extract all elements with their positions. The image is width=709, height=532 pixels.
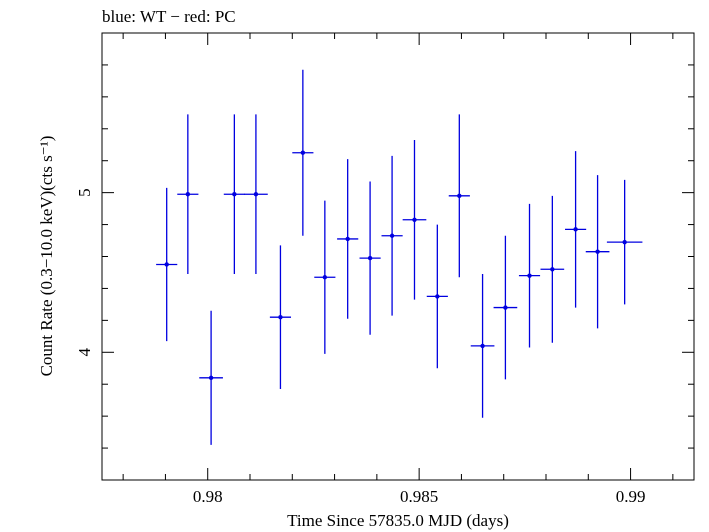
point-marker [322,275,328,280]
point-marker [622,239,627,245]
point-marker [300,150,306,155]
point-marker [527,273,532,278]
axis-tick-labels: 0.98 0.985 0.99 4 5 [75,188,645,506]
point-marker [185,192,191,197]
data-point [540,195,565,343]
data-point [199,310,223,445]
data-point [337,159,359,319]
y-tick-label: 4 [75,348,94,357]
y-tick-label: 5 [75,188,94,197]
point-marker [278,314,283,320]
data-point [493,235,518,380]
point-marker [232,192,237,197]
x-tick-label: 0.985 [400,487,438,506]
data-point [244,114,268,275]
point-marker [595,249,600,254]
chart-title: blue: WT − red: PC [102,7,236,26]
point-marker [253,192,259,197]
plot-frame [101,32,695,481]
data-point [359,181,381,335]
axis-ticks [102,32,694,481]
data-point [177,114,199,275]
x-axis-label: Time Since 57835.0 MJD (days) [287,511,509,530]
data-point [470,274,495,418]
data-point [381,155,403,316]
data-point [314,200,336,354]
point-marker [389,233,395,238]
data-point [565,151,587,308]
data-point [402,139,427,300]
point-marker [164,262,169,267]
point-marker [503,305,508,310]
point-marker [573,227,578,232]
data-point [223,114,245,275]
data-point [606,179,643,305]
point-marker [457,193,462,199]
data-marks [156,69,643,445]
point-marker [412,217,417,222]
point-marker [435,294,440,299]
y-axis-label: Count Rate (0.3−10.0 keV)(cts s⁻¹) [37,136,56,377]
data-point [426,224,448,369]
data-point [518,203,541,348]
point-marker [345,236,350,242]
data-point [585,175,610,329]
point-marker [550,267,555,272]
x-tick-label: 0.99 [616,487,646,506]
data-point [156,187,178,342]
point-marker [367,255,373,261]
point-marker [208,375,214,381]
data-point [292,69,314,236]
data-point [448,114,470,278]
point-marker [480,343,485,349]
data-point [269,245,292,390]
x-tick-label: 0.98 [193,487,223,506]
